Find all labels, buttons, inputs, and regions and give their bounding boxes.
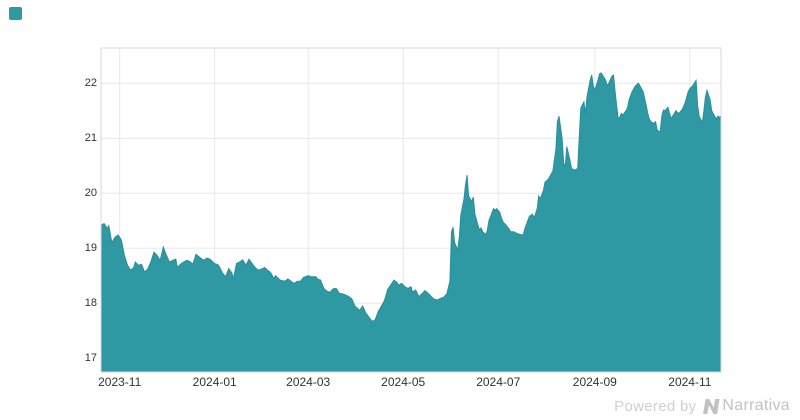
x-axis-label: 2023-11: [98, 375, 142, 389]
y-axis-label: 19: [84, 242, 97, 255]
y-axis-label: 20: [84, 187, 97, 200]
y-axis-label: 18: [84, 297, 97, 310]
x-axis-label: 2024-01: [192, 375, 237, 389]
x-axis-label: 2024-07: [476, 375, 521, 389]
plot-border: [100, 47, 722, 373]
area-series[interactable]: [100, 72, 722, 373]
y-axis-label: 21: [84, 132, 97, 145]
narrativa-n-logo-icon: [703, 398, 720, 414]
narrativa-link[interactable]: Powered by Narrativa: [614, 397, 790, 415]
x-axis-label: 2024-05: [381, 375, 426, 389]
brand-name: Narrativa: [722, 397, 790, 414]
legend-swatch[interactable]: [9, 7, 22, 20]
y-axis-label: 22: [84, 77, 97, 90]
y-axis-label: 17: [84, 352, 97, 365]
x-axis-label: 2024-03: [286, 375, 331, 389]
x-axis-label: 2024-09: [572, 375, 617, 389]
brand-wrap: Narrativa: [703, 397, 790, 415]
x-axis-label: 2024-11: [668, 375, 712, 389]
powered-by-label: Powered by: [614, 397, 697, 415]
